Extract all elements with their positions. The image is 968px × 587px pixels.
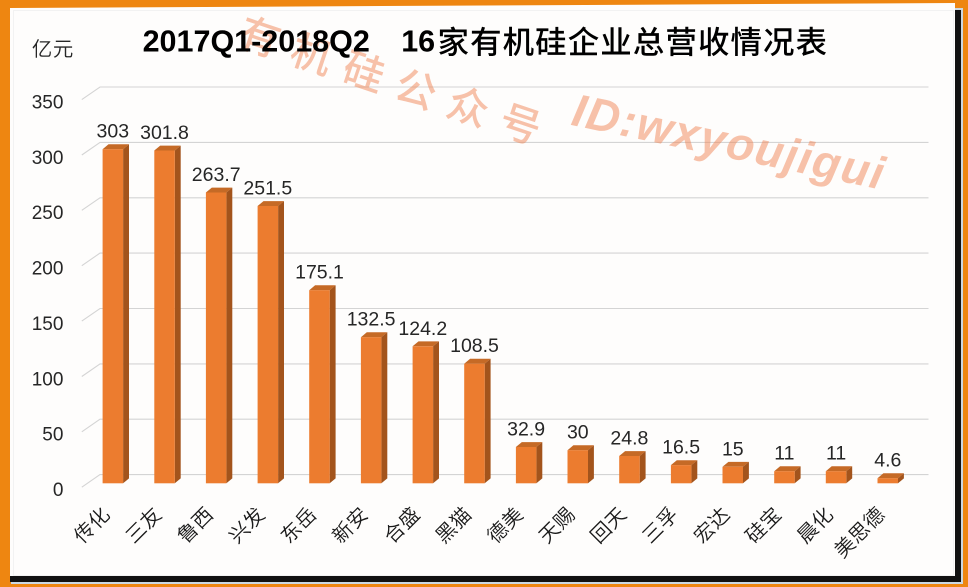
svg-text:24.8: 24.8	[610, 428, 648, 450]
svg-text:4.6: 4.6	[874, 450, 901, 472]
svg-text:150: 150	[32, 314, 64, 335]
svg-text:ID:wxyoujigui: ID:wxyoujigui	[568, 84, 890, 200]
svg-text:263.7: 263.7	[192, 164, 241, 186]
svg-text:251.5: 251.5	[243, 178, 292, 200]
svg-text:16: 16	[401, 24, 435, 58]
svg-text:50: 50	[42, 425, 63, 446]
svg-text:100: 100	[32, 369, 64, 390]
svg-text:124.2: 124.2	[398, 318, 447, 340]
svg-text:16.5: 16.5	[662, 437, 700, 459]
svg-text:300: 300	[32, 148, 64, 169]
svg-text:11: 11	[774, 443, 794, 465]
svg-text:200: 200	[32, 259, 64, 280]
svg-text:0: 0	[53, 480, 64, 501]
svg-text:301.8: 301.8	[140, 122, 189, 144]
svg-text:350: 350	[32, 93, 64, 114]
svg-text:30: 30	[567, 422, 589, 444]
svg-text:250: 250	[32, 203, 64, 224]
svg-text:15: 15	[722, 438, 744, 460]
svg-text:32.9: 32.9	[507, 419, 545, 441]
svg-text:132.5: 132.5	[347, 309, 396, 331]
svg-text:11: 11	[826, 443, 846, 465]
svg-text:108.5: 108.5	[450, 335, 499, 357]
svg-text:2017Q1-2018Q2: 2017Q1-2018Q2	[143, 24, 370, 58]
svg-text:175.1: 175.1	[295, 262, 344, 284]
svg-text:303: 303	[97, 121, 130, 143]
